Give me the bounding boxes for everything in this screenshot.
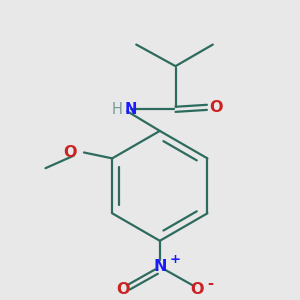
Text: O: O [116, 282, 129, 297]
Text: N: N [124, 102, 137, 117]
Text: +: + [169, 253, 181, 266]
Text: H: H [112, 102, 122, 117]
Text: N: N [153, 259, 166, 274]
Text: O: O [63, 145, 77, 160]
Text: O: O [190, 282, 204, 297]
Text: O: O [209, 100, 222, 115]
Text: -: - [207, 277, 213, 292]
